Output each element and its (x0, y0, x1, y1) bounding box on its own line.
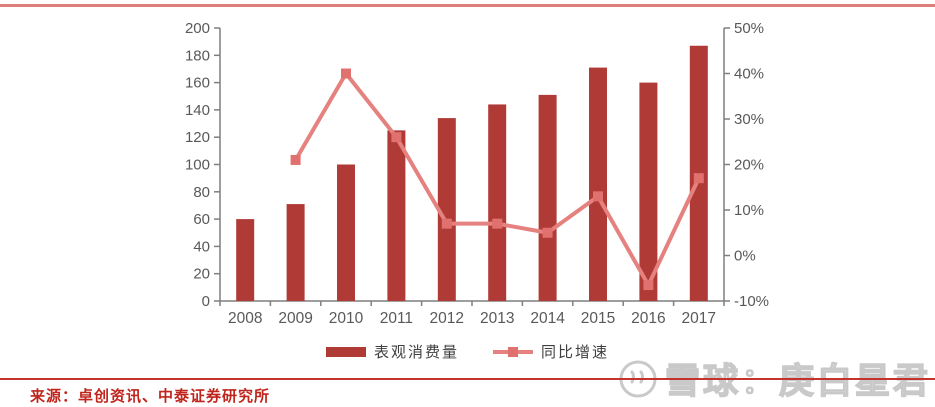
x-tick-label: 2012 (430, 310, 464, 327)
bar-series-swatch (325, 346, 366, 357)
consumption-growth-chart: 0 20 40 60 80 100 120 140 160 180 200 -10% 0% 10% 20% 3… (185, 20, 769, 327)
source-citation: 来源：卓创资讯、中泰证券研究所 (30, 389, 271, 405)
line-marker-2014 (542, 227, 553, 238)
bar-2011 (387, 130, 406, 301)
left-tick-label: 200 (185, 20, 210, 37)
right-tick-label: 50% (734, 20, 764, 37)
xueqiu-watermark: 雪球：庚白星君 (617, 353, 931, 404)
right-tick-label: 20% (734, 157, 764, 174)
legend-label-line: 同比增速 (541, 344, 610, 361)
bottom-divider (0, 378, 935, 380)
chart-area: 0 20 40 60 80 100 120 140 160 180 200 -10% 0% 10% 20% 3… (185, 20, 769, 327)
bar-2013 (488, 104, 507, 301)
watermark-text: 雪球：庚白星君 (664, 361, 931, 402)
right-tick-label: 0% (734, 248, 756, 265)
x-tick-label: 2009 (278, 310, 312, 327)
line-marker-2012 (441, 218, 452, 229)
x-tick-label: 2014 (530, 310, 565, 327)
line-marker-2016 (643, 280, 654, 291)
right-tick-label: 40% (734, 66, 764, 83)
left-tick-label: 120 (185, 129, 210, 146)
left-tick-label: 60 (193, 211, 210, 228)
line-marker-2017 (693, 173, 704, 184)
left-tick-label: 80 (193, 184, 210, 201)
bar-2016 (639, 82, 658, 301)
legend-item-bars: 表观消费量 (325, 341, 459, 362)
legend-label-bars: 表观消费量 (373, 344, 459, 361)
x-tick-label: 2016 (631, 310, 665, 327)
x-tick-label: 2013 (480, 310, 514, 327)
left-tick-label: 180 (185, 47, 210, 64)
left-tick-label: 20 (193, 266, 210, 283)
bar-2012 (437, 118, 456, 301)
right-tick-label: 30% (734, 111, 764, 128)
line-marker-2010 (341, 68, 351, 79)
bar-2015 (589, 67, 607, 302)
line-marker-2009 (290, 154, 301, 165)
bar-2010 (337, 164, 355, 301)
left-tick-label: 160 (185, 75, 210, 92)
chart-legend: 表观消费量 同比增速 (0, 341, 935, 362)
x-tick-label: 2008 (228, 310, 262, 327)
legend-item-line: 同比增速 (493, 341, 609, 362)
left-tick-label: 0 (202, 293, 210, 310)
x-tick-label: 2010 (329, 310, 364, 327)
bar-2014 (538, 94, 557, 301)
left-tick-label: 140 (185, 102, 210, 119)
x-tick-label: 2015 (581, 310, 615, 327)
left-tick-label: 40 (193, 238, 210, 255)
top-divider (0, 4, 935, 7)
bar-2009 (286, 204, 305, 301)
line-series-swatch (493, 347, 533, 357)
right-tick-label: 10% (734, 202, 764, 219)
x-tick-label: 2011 (380, 310, 413, 327)
line-marker-2011 (391, 132, 402, 143)
x-tick-label: 2017 (682, 310, 716, 327)
right-tick-label: -10% (734, 293, 769, 310)
line-marker-2013 (492, 218, 503, 229)
bar-2008 (236, 219, 255, 301)
left-tick-label: 100 (185, 157, 210, 174)
line-marker-2015 (593, 191, 603, 202)
